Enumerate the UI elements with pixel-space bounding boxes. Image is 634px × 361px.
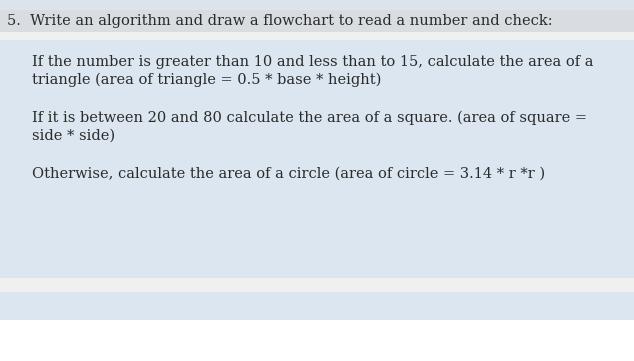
Text: If it is between 20 and 80 calculate the area of a square. (area of square =: If it is between 20 and 80 calculate the… xyxy=(32,111,587,125)
Bar xyxy=(0,32,634,40)
Bar xyxy=(0,10,634,32)
Bar xyxy=(0,278,634,292)
Text: Otherwise, calculate the area of a circle (area of circle = 3.14 * r *r ): Otherwise, calculate the area of a circl… xyxy=(32,167,545,181)
Text: triangle (area of triangle = 0.5 * base * height): triangle (area of triangle = 0.5 * base … xyxy=(32,73,382,87)
Text: If the number is greater than 10 and less than to 15, calculate the area of a: If the number is greater than 10 and les… xyxy=(32,55,593,69)
Bar xyxy=(0,292,634,320)
Text: side * side): side * side) xyxy=(32,129,115,143)
Bar xyxy=(0,0,634,10)
Bar xyxy=(0,320,634,361)
Bar xyxy=(0,40,634,278)
Text: 5.  Write an algorithm and draw a flowchart to read a number and check:: 5. Write an algorithm and draw a flowcha… xyxy=(7,14,553,28)
